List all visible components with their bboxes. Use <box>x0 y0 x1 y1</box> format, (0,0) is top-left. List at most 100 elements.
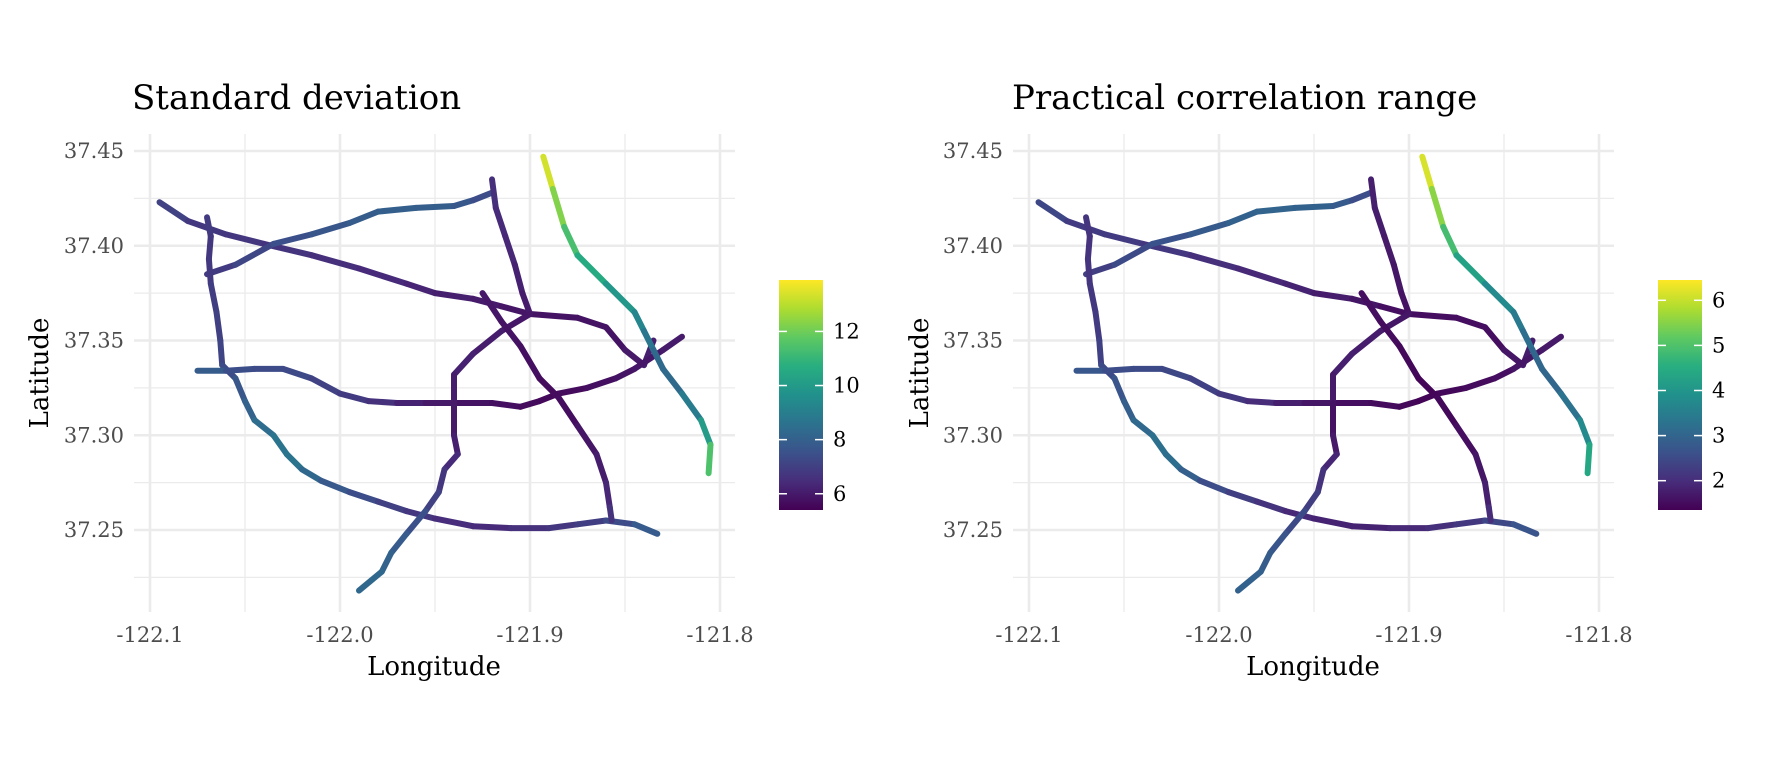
road-segment <box>422 489 442 515</box>
road-segment <box>1485 504 1494 524</box>
y-tick-label: 37.30 <box>943 423 1003 447</box>
colorbar <box>779 280 823 510</box>
panel-practical-correlation-range: Practical correlation range -122.1 -122.0… <box>905 78 1725 682</box>
road-segment <box>1419 153 1435 192</box>
road-segment <box>1235 568 1264 594</box>
y-tick-label: 37.45 <box>64 139 124 163</box>
road-segment <box>1111 240 1156 268</box>
road-segment <box>283 451 305 473</box>
road-segment <box>1472 451 1488 486</box>
road-segment <box>1368 400 1403 410</box>
road-segment <box>1510 521 1540 537</box>
road-segment <box>1371 204 1388 240</box>
road-segment <box>205 233 214 262</box>
road-segment <box>1368 176 1378 211</box>
road-segment <box>1216 390 1251 405</box>
road-segment <box>1178 466 1203 484</box>
road-segment <box>205 256 214 287</box>
road-segment <box>318 477 353 496</box>
road-segment <box>251 417 277 439</box>
road-segment <box>574 422 600 458</box>
road-segment <box>1482 479 1492 511</box>
road-segment <box>1187 252 1241 272</box>
road-segment <box>1428 185 1447 230</box>
road-segment <box>1381 233 1397 268</box>
road-segment <box>1453 517 1488 528</box>
y-tick-label: 37.35 <box>64 329 124 353</box>
road-segment <box>1539 365 1564 397</box>
road-segment <box>1520 328 1536 353</box>
road-segment <box>1434 384 1469 397</box>
colorbar-tick-label: 6 <box>833 482 846 506</box>
road-segment <box>603 324 628 353</box>
road-segment <box>511 261 526 297</box>
x-tick-label: -121.9 <box>496 623 563 647</box>
road-segment <box>1159 365 1194 382</box>
road-segment <box>574 517 609 528</box>
colorbar-tick-label: 10 <box>833 374 860 398</box>
road-segment <box>1130 417 1156 439</box>
road-segment <box>1349 328 1384 357</box>
road-segment <box>1084 256 1093 287</box>
road-segment <box>527 311 581 321</box>
road-segment <box>1463 375 1498 391</box>
road-segment <box>517 343 543 382</box>
y-tick-label: 37.45 <box>943 139 1003 163</box>
road-segment <box>561 223 581 259</box>
road-segment <box>1425 521 1460 532</box>
road-segment <box>631 309 647 334</box>
road-segment <box>1510 309 1526 334</box>
road-segment <box>1482 324 1507 353</box>
road-segment <box>1311 515 1355 530</box>
road-segment <box>641 328 657 353</box>
colorbar-tick-label: 2 <box>1712 469 1725 493</box>
road-segment <box>451 350 476 378</box>
y-tick-label: 37.40 <box>943 234 1003 258</box>
road-segment <box>356 265 410 287</box>
road-segment <box>489 400 524 410</box>
road-segment <box>156 199 191 225</box>
road-segment <box>1396 343 1422 382</box>
road-segment <box>1320 451 1340 473</box>
road-segment <box>1225 208 1260 226</box>
road-segment <box>1083 214 1093 240</box>
road-segment <box>1330 432 1340 458</box>
road-segment <box>1149 432 1169 458</box>
road-segment <box>492 204 509 240</box>
road-segment <box>1377 318 1403 350</box>
road-segment <box>299 466 324 484</box>
road-segment <box>403 508 429 537</box>
road-segment <box>574 314 609 331</box>
road-segment <box>1086 280 1099 316</box>
road-segment <box>413 203 457 211</box>
y-axis-title: Latitude <box>25 318 55 429</box>
y-tick-label: 37.40 <box>64 234 124 258</box>
road-segment <box>593 451 609 486</box>
panel-title: Standard deviation <box>132 78 461 118</box>
road-segment <box>232 240 277 268</box>
road-segment <box>1406 311 1460 321</box>
road-segment <box>1162 451 1184 473</box>
plot-area: -122.1 -122.0 -121.9 -121.8 37.25 37.30 37.35 3… <box>943 134 1633 647</box>
road-segment <box>1102 231 1146 247</box>
panel-title: Practical correlation range <box>1012 78 1477 118</box>
road-segment <box>1235 265 1289 287</box>
road-segment <box>1558 390 1583 424</box>
road-segment <box>1282 508 1308 537</box>
road-segment <box>603 479 613 511</box>
road-segment <box>489 176 499 211</box>
x-axis-title: Longitude <box>1246 652 1380 682</box>
y-axis-title: Latitude <box>905 318 935 429</box>
road-segment <box>432 515 476 530</box>
colorbar-tick-label: 12 <box>833 319 860 343</box>
road-segment <box>435 466 448 496</box>
road-segment <box>308 375 343 397</box>
road-segment <box>365 398 400 406</box>
road-segment <box>1349 189 1374 204</box>
road-segment <box>378 549 395 575</box>
panel-standard-deviation: Standard deviation -122.1 -122.0 -121.9 -12… <box>25 78 860 682</box>
road-segment <box>660 333 685 353</box>
road-segment <box>1398 290 1412 317</box>
x-tick-label: -121.8 <box>1565 623 1632 647</box>
